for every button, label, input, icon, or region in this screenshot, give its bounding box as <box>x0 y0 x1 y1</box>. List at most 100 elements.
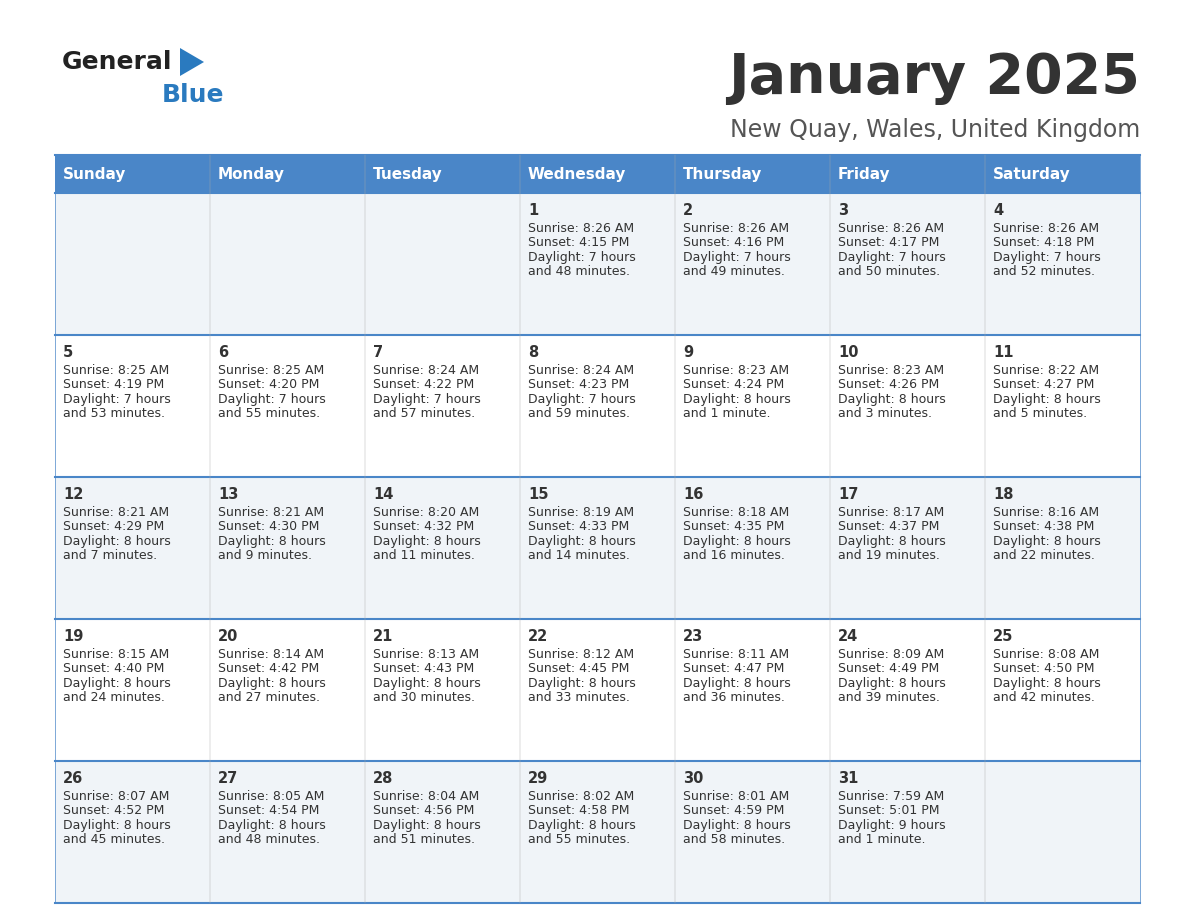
Text: 23: 23 <box>683 629 703 644</box>
Text: Sunset: 4:42 PM: Sunset: 4:42 PM <box>219 662 320 675</box>
Text: Sunset: 4:24 PM: Sunset: 4:24 PM <box>683 378 784 391</box>
Text: Sunrise: 8:24 AM: Sunrise: 8:24 AM <box>527 364 634 376</box>
Text: and 55 minutes.: and 55 minutes. <box>219 407 320 420</box>
Text: Daylight: 8 hours: Daylight: 8 hours <box>527 677 636 689</box>
Text: Sunrise: 8:04 AM: Sunrise: 8:04 AM <box>373 789 479 802</box>
Text: Sunset: 4:50 PM: Sunset: 4:50 PM <box>993 662 1094 675</box>
Text: and 5 minutes.: and 5 minutes. <box>993 407 1087 420</box>
Bar <box>210 761 365 903</box>
Text: and 36 minutes.: and 36 minutes. <box>683 691 785 704</box>
Bar <box>520 193 675 335</box>
Text: Daylight: 8 hours: Daylight: 8 hours <box>63 534 171 547</box>
Text: Sunday: Sunday <box>63 166 126 182</box>
Text: Sunrise: 8:12 AM: Sunrise: 8:12 AM <box>527 647 634 660</box>
Bar <box>830 477 985 619</box>
Text: Sunrise: 7:59 AM: Sunrise: 7:59 AM <box>838 789 944 802</box>
Text: and 58 minutes.: and 58 minutes. <box>683 833 785 846</box>
Text: 22: 22 <box>527 629 548 644</box>
Bar <box>55 761 210 903</box>
Text: 31: 31 <box>838 771 859 786</box>
Text: Sunset: 4:47 PM: Sunset: 4:47 PM <box>683 662 784 675</box>
Text: and 19 minutes.: and 19 minutes. <box>838 549 940 562</box>
Text: 3: 3 <box>838 203 848 218</box>
Bar <box>55 477 210 619</box>
Text: and 16 minutes.: and 16 minutes. <box>683 549 785 562</box>
Text: 29: 29 <box>527 771 548 786</box>
Text: 14: 14 <box>373 487 393 502</box>
Bar <box>365 761 520 903</box>
Text: Daylight: 8 hours: Daylight: 8 hours <box>838 534 946 547</box>
Text: New Quay, Wales, United Kingdom: New Quay, Wales, United Kingdom <box>729 118 1140 142</box>
Text: Sunrise: 8:14 AM: Sunrise: 8:14 AM <box>219 647 324 660</box>
Text: Sunrise: 8:26 AM: Sunrise: 8:26 AM <box>993 221 1099 234</box>
Text: and 14 minutes.: and 14 minutes. <box>527 549 630 562</box>
Bar <box>985 761 1140 903</box>
Bar <box>520 619 675 761</box>
Text: 18: 18 <box>993 487 1013 502</box>
Text: Daylight: 8 hours: Daylight: 8 hours <box>683 819 791 832</box>
Text: and 50 minutes.: and 50 minutes. <box>838 265 940 278</box>
Text: Daylight: 7 hours: Daylight: 7 hours <box>63 393 171 406</box>
Text: 26: 26 <box>63 771 83 786</box>
Text: and 24 minutes.: and 24 minutes. <box>63 691 165 704</box>
Text: Daylight: 7 hours: Daylight: 7 hours <box>838 251 946 263</box>
Bar <box>985 155 1140 193</box>
Text: Sunset: 4:18 PM: Sunset: 4:18 PM <box>993 236 1094 249</box>
Text: and 1 minute.: and 1 minute. <box>838 833 925 846</box>
Text: Daylight: 7 hours: Daylight: 7 hours <box>219 393 326 406</box>
Bar <box>55 193 210 335</box>
Text: 30: 30 <box>683 771 703 786</box>
Bar <box>675 477 830 619</box>
Text: Wednesday: Wednesday <box>527 166 626 182</box>
Bar <box>830 619 985 761</box>
Text: Sunrise: 8:02 AM: Sunrise: 8:02 AM <box>527 789 634 802</box>
Text: Sunrise: 8:19 AM: Sunrise: 8:19 AM <box>527 506 634 519</box>
Text: January 2025: January 2025 <box>728 51 1140 105</box>
Text: and 59 minutes.: and 59 minutes. <box>527 407 630 420</box>
Text: Daylight: 8 hours: Daylight: 8 hours <box>993 534 1101 547</box>
Bar <box>210 155 365 193</box>
Text: Sunset: 4:58 PM: Sunset: 4:58 PM <box>527 804 630 817</box>
Text: Sunrise: 8:21 AM: Sunrise: 8:21 AM <box>219 506 324 519</box>
Bar <box>675 155 830 193</box>
Text: Sunset: 4:37 PM: Sunset: 4:37 PM <box>838 520 940 533</box>
Bar <box>675 619 830 761</box>
Text: Sunset: 4:20 PM: Sunset: 4:20 PM <box>219 378 320 391</box>
Text: Sunset: 4:23 PM: Sunset: 4:23 PM <box>527 378 630 391</box>
Bar <box>830 193 985 335</box>
Text: Sunrise: 8:20 AM: Sunrise: 8:20 AM <box>373 506 479 519</box>
Text: Tuesday: Tuesday <box>373 166 443 182</box>
Text: Daylight: 8 hours: Daylight: 8 hours <box>373 819 481 832</box>
Bar <box>210 619 365 761</box>
Text: 13: 13 <box>219 487 239 502</box>
Text: Sunset: 4:30 PM: Sunset: 4:30 PM <box>219 520 320 533</box>
Bar <box>365 477 520 619</box>
Text: Sunset: 4:19 PM: Sunset: 4:19 PM <box>63 378 164 391</box>
Text: and 49 minutes.: and 49 minutes. <box>683 265 785 278</box>
Text: Daylight: 8 hours: Daylight: 8 hours <box>63 677 171 689</box>
Text: Sunrise: 8:23 AM: Sunrise: 8:23 AM <box>683 364 789 376</box>
Text: Thursday: Thursday <box>683 166 763 182</box>
Text: and 3 minutes.: and 3 minutes. <box>838 407 933 420</box>
Text: Daylight: 8 hours: Daylight: 8 hours <box>527 534 636 547</box>
Text: Sunrise: 8:23 AM: Sunrise: 8:23 AM <box>838 364 944 376</box>
Bar <box>830 761 985 903</box>
Text: Sunset: 4:59 PM: Sunset: 4:59 PM <box>683 804 784 817</box>
Text: and 48 minutes.: and 48 minutes. <box>527 265 630 278</box>
Text: Daylight: 8 hours: Daylight: 8 hours <box>838 677 946 689</box>
Text: Sunrise: 8:01 AM: Sunrise: 8:01 AM <box>683 789 789 802</box>
Text: and 55 minutes.: and 55 minutes. <box>527 833 630 846</box>
Text: Daylight: 7 hours: Daylight: 7 hours <box>527 393 636 406</box>
Text: Daylight: 7 hours: Daylight: 7 hours <box>993 251 1101 263</box>
Text: Daylight: 7 hours: Daylight: 7 hours <box>527 251 636 263</box>
Text: Sunrise: 8:18 AM: Sunrise: 8:18 AM <box>683 506 789 519</box>
Text: Sunset: 4:15 PM: Sunset: 4:15 PM <box>527 236 630 249</box>
Text: Daylight: 8 hours: Daylight: 8 hours <box>838 393 946 406</box>
Text: Daylight: 8 hours: Daylight: 8 hours <box>993 393 1101 406</box>
Text: Daylight: 7 hours: Daylight: 7 hours <box>683 251 791 263</box>
Text: Sunrise: 8:21 AM: Sunrise: 8:21 AM <box>63 506 169 519</box>
Text: Sunrise: 8:24 AM: Sunrise: 8:24 AM <box>373 364 479 376</box>
Text: Sunrise: 8:05 AM: Sunrise: 8:05 AM <box>219 789 324 802</box>
Text: 6: 6 <box>219 345 228 360</box>
Text: Sunrise: 8:16 AM: Sunrise: 8:16 AM <box>993 506 1099 519</box>
